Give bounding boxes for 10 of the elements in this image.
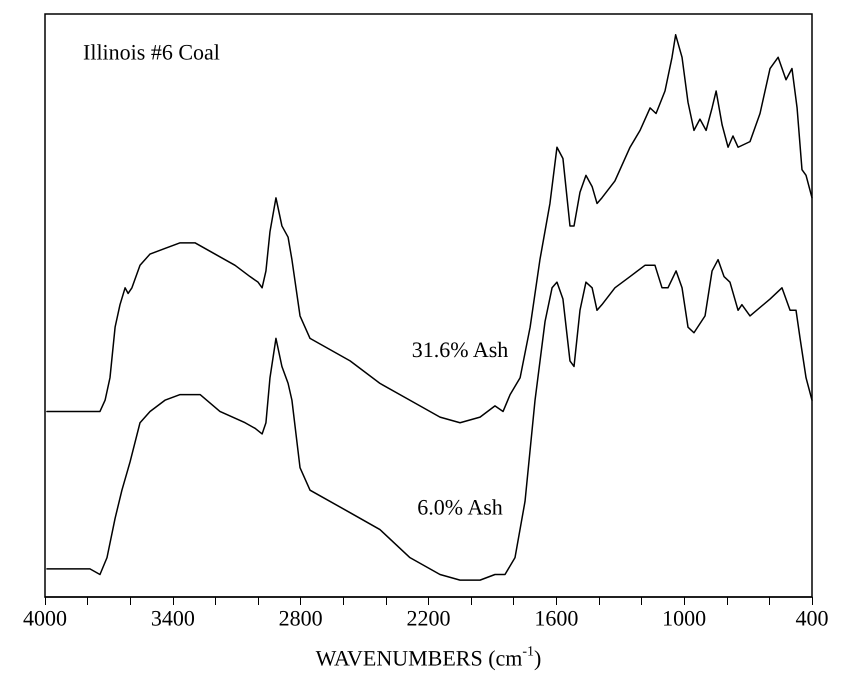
x-tick-label: 3400: [150, 606, 195, 630]
x-tick-label: 2200: [406, 606, 450, 630]
x-tick-label: 2800: [278, 606, 323, 630]
x-tick-label: 1000: [662, 606, 706, 630]
x-tick-label: 4000: [23, 606, 67, 630]
series-label: 6.0% Ash: [417, 494, 503, 520]
x-tick-label: 1600: [534, 606, 578, 630]
series-label: 31.6% Ash: [412, 337, 508, 362]
chart-title: Illinois #6 Coal: [83, 40, 220, 64]
x-tick-label: 400: [796, 606, 828, 630]
